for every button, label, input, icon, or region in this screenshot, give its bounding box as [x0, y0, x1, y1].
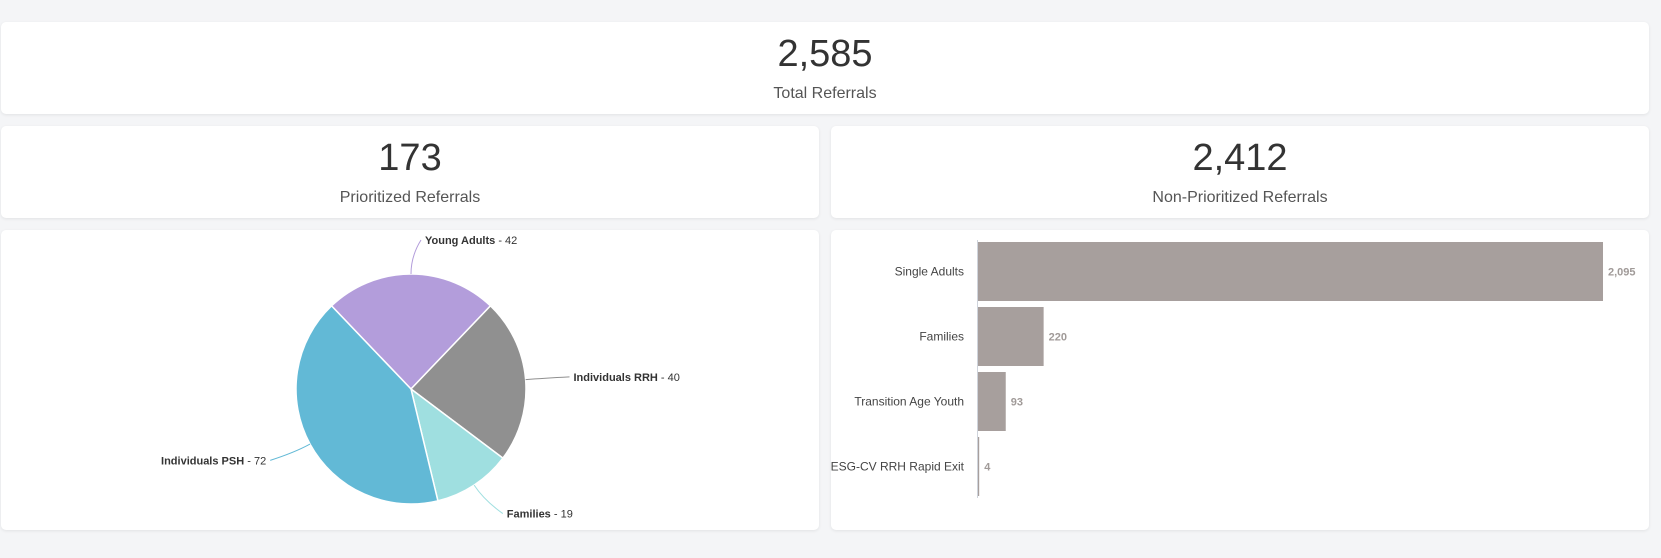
pie-connector-individuals-psh: [270, 443, 311, 461]
pie-label-name-individuals-psh: Individuals PSH: [161, 455, 244, 467]
pie-connector-individuals-rrh: [525, 376, 570, 381]
non-prioritized-referrals-label: Non-Prioritized Referrals: [1152, 189, 1328, 206]
prioritized-referrals-value: 173: [378, 137, 442, 179]
non-prioritized-referrals-card: 2,412 Non-Prioritized Referrals: [831, 126, 1649, 218]
bar-value-label-single-adults: 2,095: [1608, 267, 1636, 279]
pie-label-value-young-adults: - 42: [495, 235, 517, 247]
bar-transition-age-youth[interactable]: [978, 372, 1006, 431]
bar-value-label-families: 220: [1049, 332, 1067, 344]
total-referrals-card: 2,585 Total Referrals: [1, 22, 1649, 114]
bar-category-label-families: Families: [919, 330, 964, 344]
pie-label-individuals-rrh: Individuals RRH - 40: [574, 372, 680, 384]
prioritized-referrals-label: Prioritized Referrals: [339, 189, 481, 206]
prioritized-referrals-card: 173 Prioritized Referrals: [1, 126, 819, 218]
pie-label-name-young-adults: Young Adults: [425, 235, 495, 247]
pie-chart-card: Young Adults - 42 Individuals RRH - 40 Fam…: [1, 230, 819, 530]
pie-label-value-families: - 19: [551, 509, 573, 521]
bar-esg-cv-rrh-rapid-exit[interactable]: [978, 437, 980, 496]
pie-label-value-individuals-rrh: - 40: [658, 372, 680, 384]
pie-label-individuals-psh: Individuals PSH - 72: [161, 455, 266, 467]
pie-label-name-individuals-rrh: Individuals RRH: [574, 372, 658, 384]
pie-label-value-individuals-psh: - 72: [244, 455, 266, 467]
pie-slice-families[interactable]: [409, 387, 504, 502]
pie-connector-families: [473, 484, 504, 514]
bar-value-label-esg-cv-rrh-rapid-exit: 4: [984, 462, 991, 474]
total-referrals-label: Total Referrals: [773, 85, 877, 102]
non-prioritized-referrals-value: 2,412: [1192, 137, 1288, 179]
pie-label-name-families: Families: [507, 509, 551, 521]
pie-label-families: Families - 19: [507, 509, 573, 521]
pie-connector-young-adults: [410, 239, 422, 275]
pie-slice-individuals-psh[interactable]: [295, 304, 439, 505]
pie-chart: Young Adults - 42 Individuals RRH - 40 Fam…: [161, 235, 680, 521]
bar-chart: Single Adults 2,095 Families 220 Transition …: [831, 240, 1636, 498]
bar-families[interactable]: [978, 307, 1044, 366]
pie-label-young-adults: Young Adults - 42: [425, 235, 517, 247]
bar-category-label-transition-age-youth: Transition Age Youth: [854, 395, 964, 409]
pie-slice-individuals-rrh[interactable]: [409, 304, 527, 460]
bar-category-label-single-adults: Single Adults: [895, 265, 964, 279]
total-referrals-value: 2,585: [777, 33, 873, 75]
bar-chart-card: Single Adults 2,095 Families 220 Transition …: [831, 230, 1649, 530]
bar-single-adults[interactable]: [978, 242, 1603, 301]
bar-category-label-esg-cv-rrh-rapid-exit: ESG-CV RRH Rapid Exit: [831, 460, 965, 474]
bar-value-label-transition-age-youth: 93: [1011, 397, 1023, 409]
